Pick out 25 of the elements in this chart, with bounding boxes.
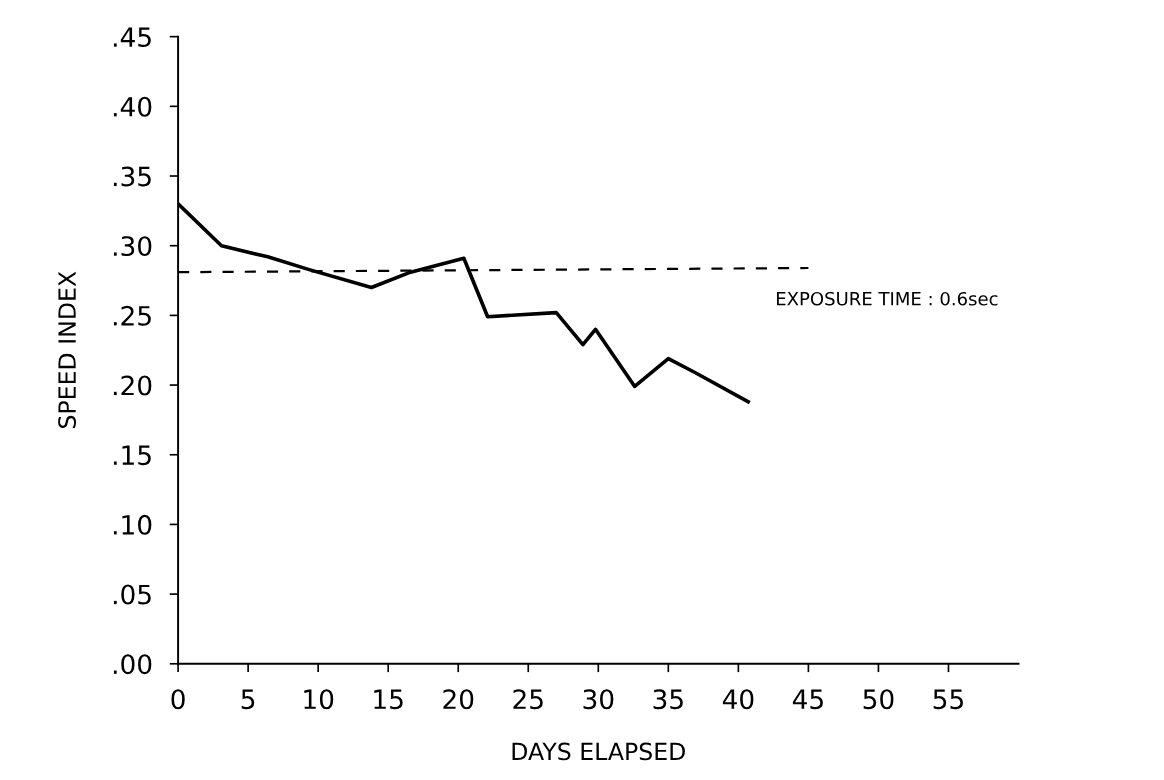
x-tick-label: 15 [374, 689, 403, 710]
y-tick-label: .35 [113, 166, 151, 187]
y-tick-label: .15 [113, 445, 151, 466]
x-tick-label: 5 [241, 689, 255, 710]
x-tick-label: 55 [933, 689, 963, 710]
x-tick-label: 35 [653, 689, 683, 710]
x-tick-label: 20 [443, 689, 474, 710]
y-tick-label: .25 [113, 305, 151, 326]
y-tick-label: .40 [113, 96, 152, 117]
y-tick-label: .00 [113, 654, 152, 675]
x-tick-label: 0 [171, 689, 185, 710]
annotation: EXPOSURE TIME : 0.6sec [777, 291, 998, 306]
x-tick-label: 45 [792, 689, 823, 710]
y-tick-label: .45 [113, 27, 151, 48]
y-tick-label: .30 [113, 236, 152, 257]
y-tick-label: .05 [113, 584, 151, 605]
x-tick-label: 50 [863, 689, 894, 710]
x-tick-label: 40 [722, 689, 754, 710]
x-tick-label: 30 [583, 689, 614, 710]
x-axis-title: DAYS ELAPSED [512, 742, 685, 761]
x-tick-label: 25 [513, 689, 543, 710]
x-tick-label: 10 [304, 689, 334, 710]
y-tick-label: .10 [113, 514, 152, 535]
y-axis-title: SPEED INDEX [58, 271, 76, 428]
y-tick-label: .20 [113, 375, 152, 396]
